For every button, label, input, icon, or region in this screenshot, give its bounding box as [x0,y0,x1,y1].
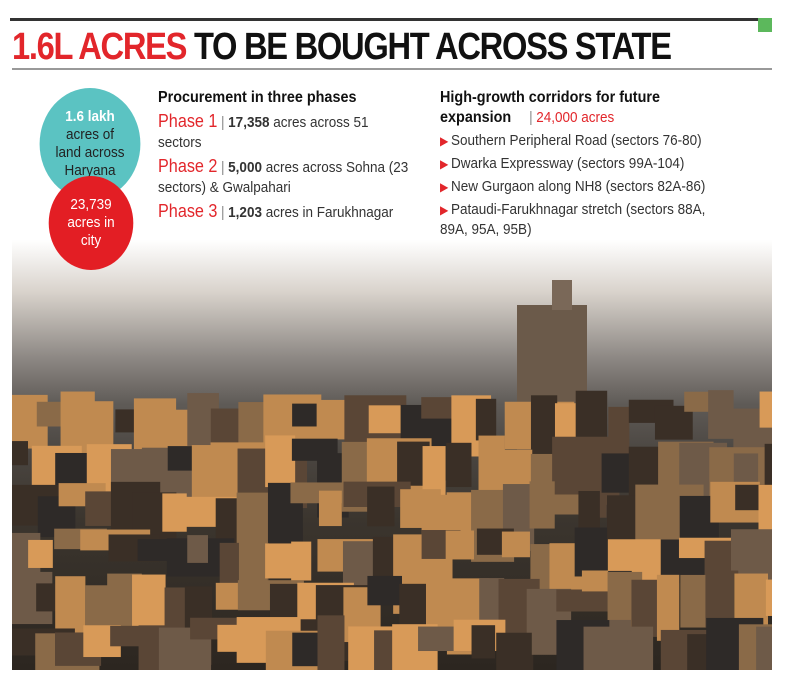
building [446,442,472,488]
headline-highlight: 1.6L ACRES [12,26,187,68]
city-line: acres in [67,214,115,231]
state-acres-circle: 1.6 lakh acres of land across Haryana [39,88,141,200]
arrow-icon: ▶ [440,134,449,148]
phase-text: acres in Farukhnagar [265,204,394,221]
building [28,539,53,568]
state-line: Haryana [64,162,116,179]
building [759,391,772,428]
building [496,632,534,670]
arrow-icon: ▶ [440,157,449,171]
corridor-text: New Gurgaon along NH8 (sectors 82A-86) [451,178,706,195]
infographic-box: 1.6 lakh acres of land across Haryana 23… [12,68,772,670]
building [445,530,474,560]
phase-value: 1,203 [228,204,262,221]
building [291,541,312,581]
building [498,449,533,491]
building [574,527,608,577]
building [708,390,734,439]
top-rule [10,18,760,21]
building [187,535,208,563]
building [627,630,653,652]
building [501,531,530,558]
building [764,541,772,569]
corridor-item: ▶ Southern Peripheral Road (sectors 76-80… [440,131,772,151]
building [756,626,772,670]
phase-value: 5,000 [228,159,262,176]
phase-label: Phase 3 [158,201,218,221]
state-acres-value: 1.6 lakh [65,108,115,125]
building [55,576,86,634]
corridors-heading: High-growth corridors for future expansi… [440,89,660,126]
building [317,615,345,670]
corridor-item: ▶ Dwarka Expressway (sectors 99A-104) [440,154,772,174]
building [758,484,772,543]
building [764,443,772,491]
building [684,391,713,412]
city-skyline-photo [12,240,772,670]
building [581,570,609,592]
state-line: land across [55,144,125,161]
building [556,589,623,612]
building [733,453,759,482]
building [12,441,29,466]
building [318,490,342,527]
building [471,625,496,659]
building [367,486,395,527]
building [132,574,166,631]
city-acres-circle: 23,739 acres in city [48,176,134,270]
building [265,435,296,488]
building [552,280,572,310]
city-acres-value: 23,739 [70,196,112,213]
building [292,403,317,427]
phase-label: Phase 2 [158,156,218,176]
corridor-text: Southern Peripheral Road (sectors 76-80) [451,132,702,149]
building [552,494,587,515]
procurement-heading: Procurement in three phases [158,89,357,106]
corridors-section: High-growth corridors for future expansi… [440,88,772,240]
phase-text: acres across Sohna (23 sectors) & Gwalpa… [158,159,409,196]
corridor-item: ▶ Pataudi-Farukhnagar stretch (sectors 88… [440,200,710,240]
corridor-text: Pataudi-Farukhnagar stretch (sectors 88A… [440,201,706,238]
phase-label: Phase 1 [158,111,218,131]
building [609,619,631,642]
phase-2: Phase 2 | 5,000 acres across Sohna (23 sec… [158,156,409,196]
phase-1: Phase 1 | 17,358 acres across 51 sectors [158,111,369,151]
phase-value: 17,358 [228,114,270,131]
headline-rest: TO BE BOUGHT ACROSS STATE [193,26,672,68]
building [367,575,402,606]
building [162,493,187,532]
procurement-section: Procurement in three phases Phase 1 | 17,3… [158,88,410,223]
building [656,574,680,641]
building [529,481,555,529]
arrow-icon: ▶ [440,180,449,194]
city-line: city [80,232,102,249]
state-line: acres of [65,126,115,143]
arrow-icon: ▶ [440,203,449,217]
corridor-text: Dwarka Expressway (sectors 99A-104) [451,155,685,172]
building [475,398,497,441]
phase-text: acres across 51 sectors [158,114,369,151]
phase-3: Phase 3 | 1,203 acres in Farukhnagar [158,201,394,221]
building [236,492,273,550]
corridors-total: 24,000 acres [536,109,615,126]
headline: 1.6L ACRES TO BE BOUGHT ACROSS STATE [12,26,672,69]
building [765,579,772,616]
corridor-item: ▶ New Gurgaon along NH8 (sectors 82A-86) [440,177,772,197]
section-marker [758,18,772,32]
